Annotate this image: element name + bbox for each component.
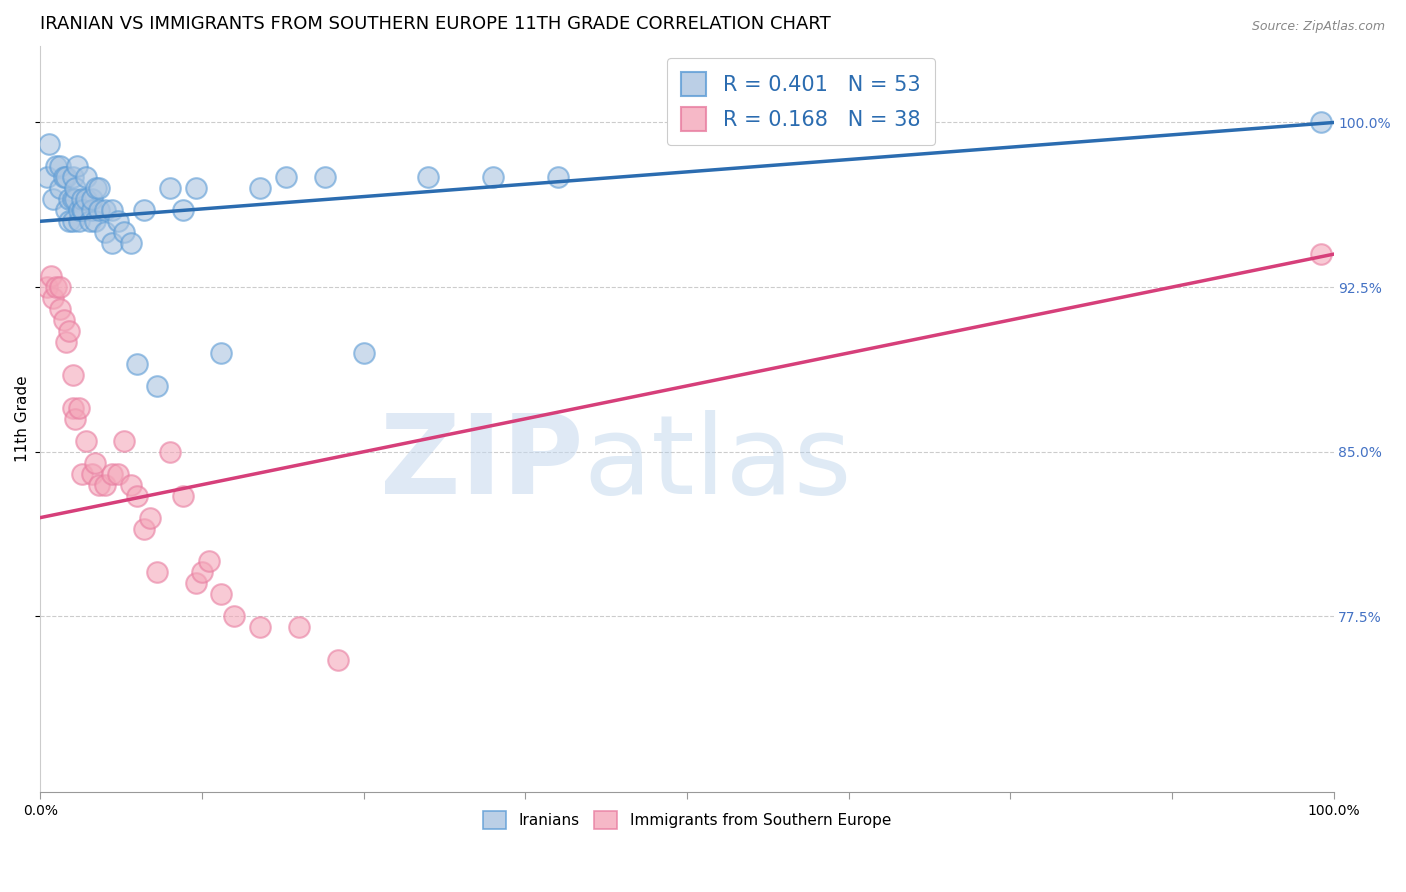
Point xyxy=(82,192,104,206)
Point xyxy=(35,280,58,294)
Point xyxy=(65,412,87,426)
Point xyxy=(55,334,77,349)
Point xyxy=(49,181,72,195)
Point xyxy=(288,620,311,634)
Point xyxy=(100,236,122,251)
Point xyxy=(159,444,181,458)
Point xyxy=(127,489,149,503)
Point xyxy=(65,181,87,195)
Point xyxy=(1309,247,1331,261)
Text: atlas: atlas xyxy=(583,410,852,517)
Point xyxy=(67,203,90,218)
Point xyxy=(87,203,110,218)
Point xyxy=(72,203,94,218)
Point xyxy=(70,467,93,481)
Point xyxy=(67,401,90,415)
Point xyxy=(83,456,105,470)
Point xyxy=(132,522,155,536)
Point xyxy=(94,203,117,218)
Point xyxy=(62,214,84,228)
Point xyxy=(482,170,505,185)
Point xyxy=(42,192,65,206)
Point xyxy=(94,477,117,491)
Point xyxy=(62,368,84,382)
Point xyxy=(45,280,67,294)
Point xyxy=(84,181,107,195)
Point xyxy=(132,203,155,218)
Point xyxy=(45,160,67,174)
Point xyxy=(184,576,207,591)
Point xyxy=(139,510,162,524)
Point xyxy=(249,181,271,195)
Legend: Iranians, Immigrants from Southern Europe: Iranians, Immigrants from Southern Europ… xyxy=(475,804,898,837)
Point xyxy=(65,192,87,206)
Point xyxy=(58,324,80,338)
Point xyxy=(62,170,84,185)
Point xyxy=(55,170,77,185)
Point xyxy=(83,214,105,228)
Point xyxy=(107,467,129,481)
Point xyxy=(58,214,80,228)
Point xyxy=(70,192,93,206)
Point xyxy=(120,236,142,251)
Point xyxy=(114,225,136,239)
Point xyxy=(172,489,194,503)
Point xyxy=(94,225,117,239)
Point xyxy=(211,587,233,601)
Point xyxy=(49,160,72,174)
Point xyxy=(547,170,569,185)
Point xyxy=(75,434,97,448)
Point xyxy=(146,566,169,580)
Point xyxy=(418,170,440,185)
Point xyxy=(38,137,60,152)
Point xyxy=(75,192,97,206)
Point xyxy=(127,357,149,371)
Point xyxy=(100,467,122,481)
Point xyxy=(87,181,110,195)
Point xyxy=(211,346,233,360)
Point xyxy=(120,477,142,491)
Point xyxy=(62,401,84,415)
Point xyxy=(70,203,93,218)
Point xyxy=(75,170,97,185)
Point xyxy=(49,301,72,316)
Point xyxy=(100,203,122,218)
Y-axis label: 11th Grade: 11th Grade xyxy=(15,376,30,462)
Point xyxy=(82,203,104,218)
Text: ZIP: ZIP xyxy=(380,410,583,517)
Point xyxy=(58,192,80,206)
Point xyxy=(326,653,349,667)
Point xyxy=(197,554,219,568)
Point xyxy=(52,170,75,185)
Point xyxy=(65,160,87,174)
Point xyxy=(224,609,246,624)
Point xyxy=(107,214,129,228)
Point xyxy=(35,170,58,185)
Point xyxy=(67,214,90,228)
Point xyxy=(49,280,72,294)
Point xyxy=(82,467,104,481)
Point xyxy=(62,192,84,206)
Point xyxy=(114,434,136,448)
Point xyxy=(39,269,62,284)
Point xyxy=(159,181,181,195)
Point xyxy=(55,203,77,218)
Point xyxy=(1309,115,1331,129)
Point xyxy=(87,477,110,491)
Point xyxy=(314,170,336,185)
Point xyxy=(353,346,375,360)
Point xyxy=(274,170,297,185)
Point xyxy=(249,620,271,634)
Point xyxy=(146,379,169,393)
Point xyxy=(172,203,194,218)
Text: Source: ZipAtlas.com: Source: ZipAtlas.com xyxy=(1251,20,1385,33)
Point xyxy=(191,566,214,580)
Point xyxy=(52,313,75,327)
Text: IRANIAN VS IMMIGRANTS FROM SOUTHERN EUROPE 11TH GRADE CORRELATION CHART: IRANIAN VS IMMIGRANTS FROM SOUTHERN EURO… xyxy=(41,15,831,33)
Point xyxy=(184,181,207,195)
Point xyxy=(42,291,65,305)
Point xyxy=(79,214,101,228)
